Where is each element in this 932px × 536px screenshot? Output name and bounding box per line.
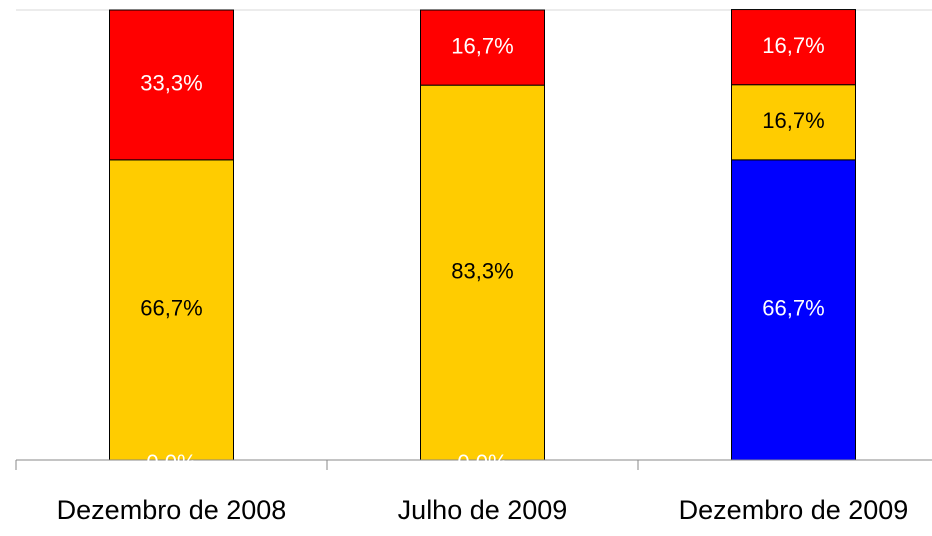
data-label: 66,7% [140,296,202,321]
x-tick-label: Dezembro de 2009 [679,495,909,525]
bar-segment [420,9,545,86]
x-tick-label: Julho de 2009 [398,495,568,525]
bar-segment [731,159,856,461]
data-label: 33,3% [140,71,202,96]
bar-segment [731,84,856,161]
data-label: 16,7% [451,33,513,58]
bar-segment [109,9,234,161]
data-label: 0,0% [146,450,196,475]
x-tick-label: Dezembro de 2008 [57,495,287,525]
data-label: 0,0% [457,450,507,475]
data-label: 16,7% [762,108,824,133]
data-label: 16,7% [762,33,824,58]
data-label: 66,7% [762,296,824,321]
data-label: 83,3% [451,258,513,283]
bar-segment [731,9,856,86]
